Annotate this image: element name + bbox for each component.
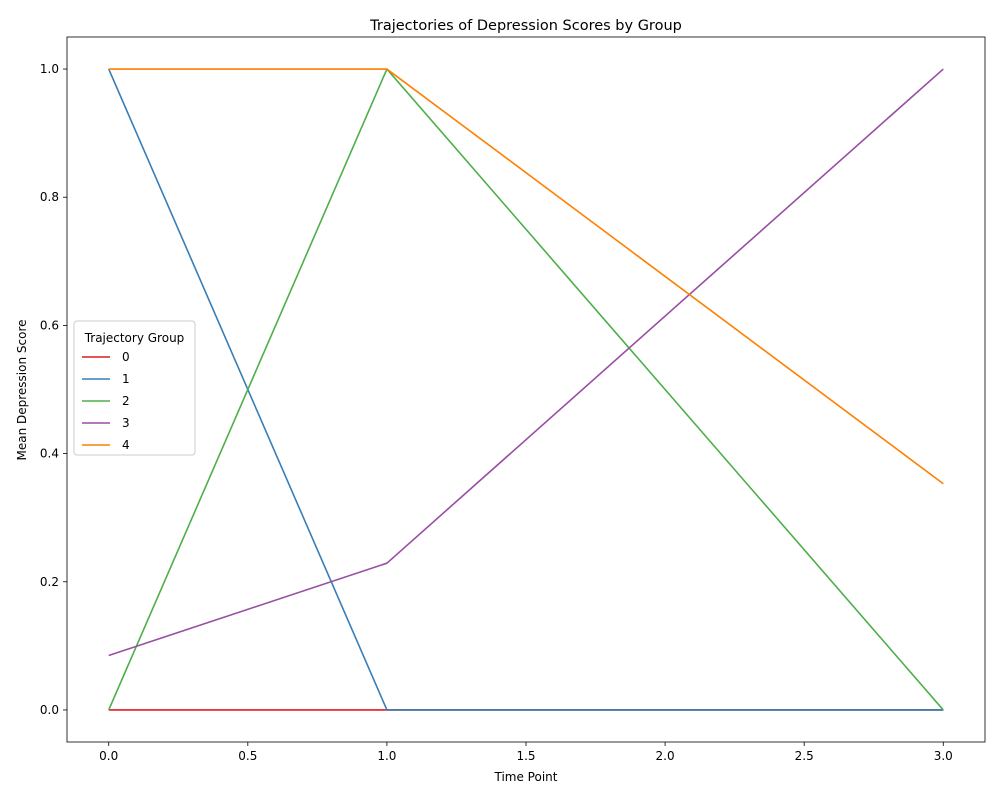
x-tick-label: 0.0: [99, 749, 118, 763]
y-tick-label: 0.8: [40, 190, 59, 204]
legend-label-1: 1: [122, 372, 130, 386]
legend-title: Trajectory Group: [84, 331, 185, 345]
legend-label-0: 0: [122, 350, 130, 364]
y-axis-label: Mean Depression Score: [15, 319, 29, 460]
y-tick-label: 0.6: [40, 318, 59, 332]
legend-label-3: 3: [122, 416, 130, 430]
series-line-1: [107, 68, 944, 711]
legend: Trajectory Group 0 1 2 3 4: [73, 320, 196, 456]
y-tick-label: 0.0: [40, 703, 59, 717]
legend-box: [73, 320, 196, 456]
x-tick-label: 2.5: [795, 749, 814, 763]
y-tick-label: 1.0: [40, 62, 59, 76]
plot-area: 0.0 0.5 1.0 1.5 2.0 2.5 3.0 0.0 0.2 0.4 0.6 0.8 1.0: [40, 36, 986, 763]
y-tick-label: 0.4: [40, 447, 59, 461]
x-tick-label: 0.5: [238, 749, 257, 763]
series-line-4: [108, 68, 944, 485]
legend-label-4: 4: [122, 438, 130, 452]
x-tick-label: 2.0: [656, 749, 675, 763]
x-tick-label: 1.0: [377, 749, 396, 763]
chart-title: Trajectories of Depression Scores by Gro…: [369, 18, 682, 34]
legend-label-2: 2: [122, 394, 130, 408]
y-tick-label: 0.2: [40, 575, 59, 589]
x-tick-label: 3.0: [934, 749, 953, 763]
x-axis-label: Time Point: [494, 770, 558, 784]
series-line-3: [108, 68, 944, 657]
x-tick-label: 1.5: [516, 749, 535, 763]
plot-frame: [66, 36, 986, 743]
